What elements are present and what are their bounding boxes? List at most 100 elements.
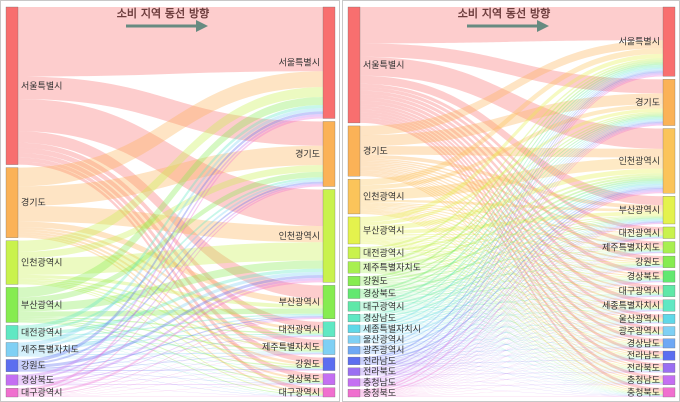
right-source-node[interactable] [347, 246, 361, 259]
left-flow [18, 234, 323, 381]
left-target-node[interactable] [322, 285, 336, 319]
right-flow [360, 335, 663, 396]
right-flow [360, 342, 663, 360]
left-source-node[interactable] [5, 287, 19, 323]
left-target-node[interactable] [322, 357, 336, 371]
right-flow [360, 237, 663, 293]
right-flow [360, 251, 663, 331]
right-source-node[interactable] [347, 314, 361, 323]
left-source-node[interactable] [5, 388, 19, 398]
right-target-node[interactable] [662, 387, 676, 398]
left-target-node[interactable] [322, 387, 336, 398]
right-flow [360, 279, 663, 309]
left-flow [18, 153, 323, 364]
left-source-node[interactable] [5, 342, 19, 357]
left-target-node[interactable] [322, 189, 336, 283]
left-target-node[interactable] [322, 6, 336, 119]
right-flow [360, 342, 663, 372]
right-flow [360, 118, 663, 317]
right-source-node[interactable] [347, 288, 361, 299]
right-flow [360, 342, 663, 347]
left-source-node[interactable] [5, 6, 19, 165]
right-target-node[interactable] [662, 6, 676, 77]
right-flow [360, 40, 663, 136]
right-target-node[interactable] [662, 270, 676, 283]
left-source-node[interactable] [5, 325, 19, 340]
right-source-node[interactable] [347, 346, 361, 355]
left-flow [18, 97, 323, 298]
right-source-node[interactable] [347, 378, 361, 387]
left-target-node[interactable] [322, 339, 336, 355]
right-source-node[interactable] [347, 125, 361, 177]
right-target-node[interactable] [662, 128, 676, 194]
left-flow [18, 321, 323, 396]
right-target-node[interactable] [662, 375, 676, 385]
right-source-node[interactable] [347, 356, 361, 365]
right-target-node[interactable] [662, 363, 676, 373]
right-source-node[interactable] [347, 335, 361, 344]
right-source-node[interactable] [347, 324, 361, 333]
right-flow [360, 172, 663, 368]
right-flow [360, 284, 663, 322]
right-source-node[interactable] [347, 276, 361, 286]
right-source-node[interactable] [347, 301, 361, 312]
right-target-node[interactable] [662, 314, 676, 324]
right-flow [360, 272, 663, 395]
right-flow [360, 353, 663, 360]
left-source-node[interactable] [5, 359, 19, 372]
left-source-node[interactable] [5, 240, 19, 285]
right-target-node[interactable] [662, 338, 676, 349]
right-flow [360, 120, 663, 349]
right-source-label: 울산광역시 [363, 333, 404, 345]
right-flow [360, 320, 663, 335]
right-flow [360, 242, 663, 382]
left-flow [18, 282, 323, 382]
right-sankey-svg: 소비 지역 동선 방향서울특별시경기도인천광역시부산광역시대전광역시제주특별자치… [347, 6, 676, 399]
right-source-label: 서울특별시 [363, 60, 404, 71]
right-source-node[interactable] [347, 216, 361, 245]
right-source-node[interactable] [347, 261, 361, 274]
right-target-node[interactable] [662, 350, 676, 361]
right-target-node[interactable] [662, 326, 676, 336]
left-source-label: 대구광역시 [21, 387, 62, 399]
left-target-node[interactable] [322, 121, 336, 187]
left-target-node[interactable] [322, 373, 336, 385]
right-flow [360, 359, 663, 375]
right-source-label: 대전광역시 [363, 247, 404, 259]
right-flow [360, 219, 663, 319]
right-target-node[interactable] [662, 196, 676, 225]
left-source-node[interactable] [5, 374, 19, 386]
right-flow [360, 331, 663, 347]
right-target-node[interactable] [662, 79, 676, 126]
right-target-node[interactable] [662, 241, 676, 254]
right-target-label: 전라남도 [627, 351, 660, 362]
right-flow [360, 202, 663, 234]
right-target-node[interactable] [662, 299, 676, 312]
right-flow [360, 310, 663, 364]
right-source-node[interactable] [347, 389, 361, 398]
right-flow [360, 279, 663, 297]
right-flow [360, 347, 663, 364]
right-source-node[interactable] [347, 6, 361, 124]
right-flow [360, 280, 663, 320]
right-flow [360, 375, 663, 385]
right-source-node[interactable] [347, 367, 361, 376]
right-flow [360, 321, 663, 371]
right-arrow-head [537, 20, 549, 32]
left-flow [18, 71, 323, 187]
left-target-node[interactable] [322, 321, 336, 337]
right-flow [360, 311, 663, 396]
right-target-node[interactable] [662, 285, 676, 297]
right-target-node[interactable] [662, 255, 676, 268]
right-target-node[interactable] [662, 226, 676, 239]
left-source-node[interactable] [5, 167, 19, 238]
right-flow [360, 70, 663, 348]
right-source-label: 제주특별자치도 [363, 261, 421, 273]
right-flow [360, 310, 663, 374]
right-target-label: 광주광역시 [619, 325, 660, 337]
right-source-node[interactable] [347, 179, 361, 215]
left-flow [18, 280, 323, 395]
right-flow [360, 251, 663, 341]
right-source-label: 경기도 [363, 145, 388, 157]
right-flow [360, 187, 663, 362]
